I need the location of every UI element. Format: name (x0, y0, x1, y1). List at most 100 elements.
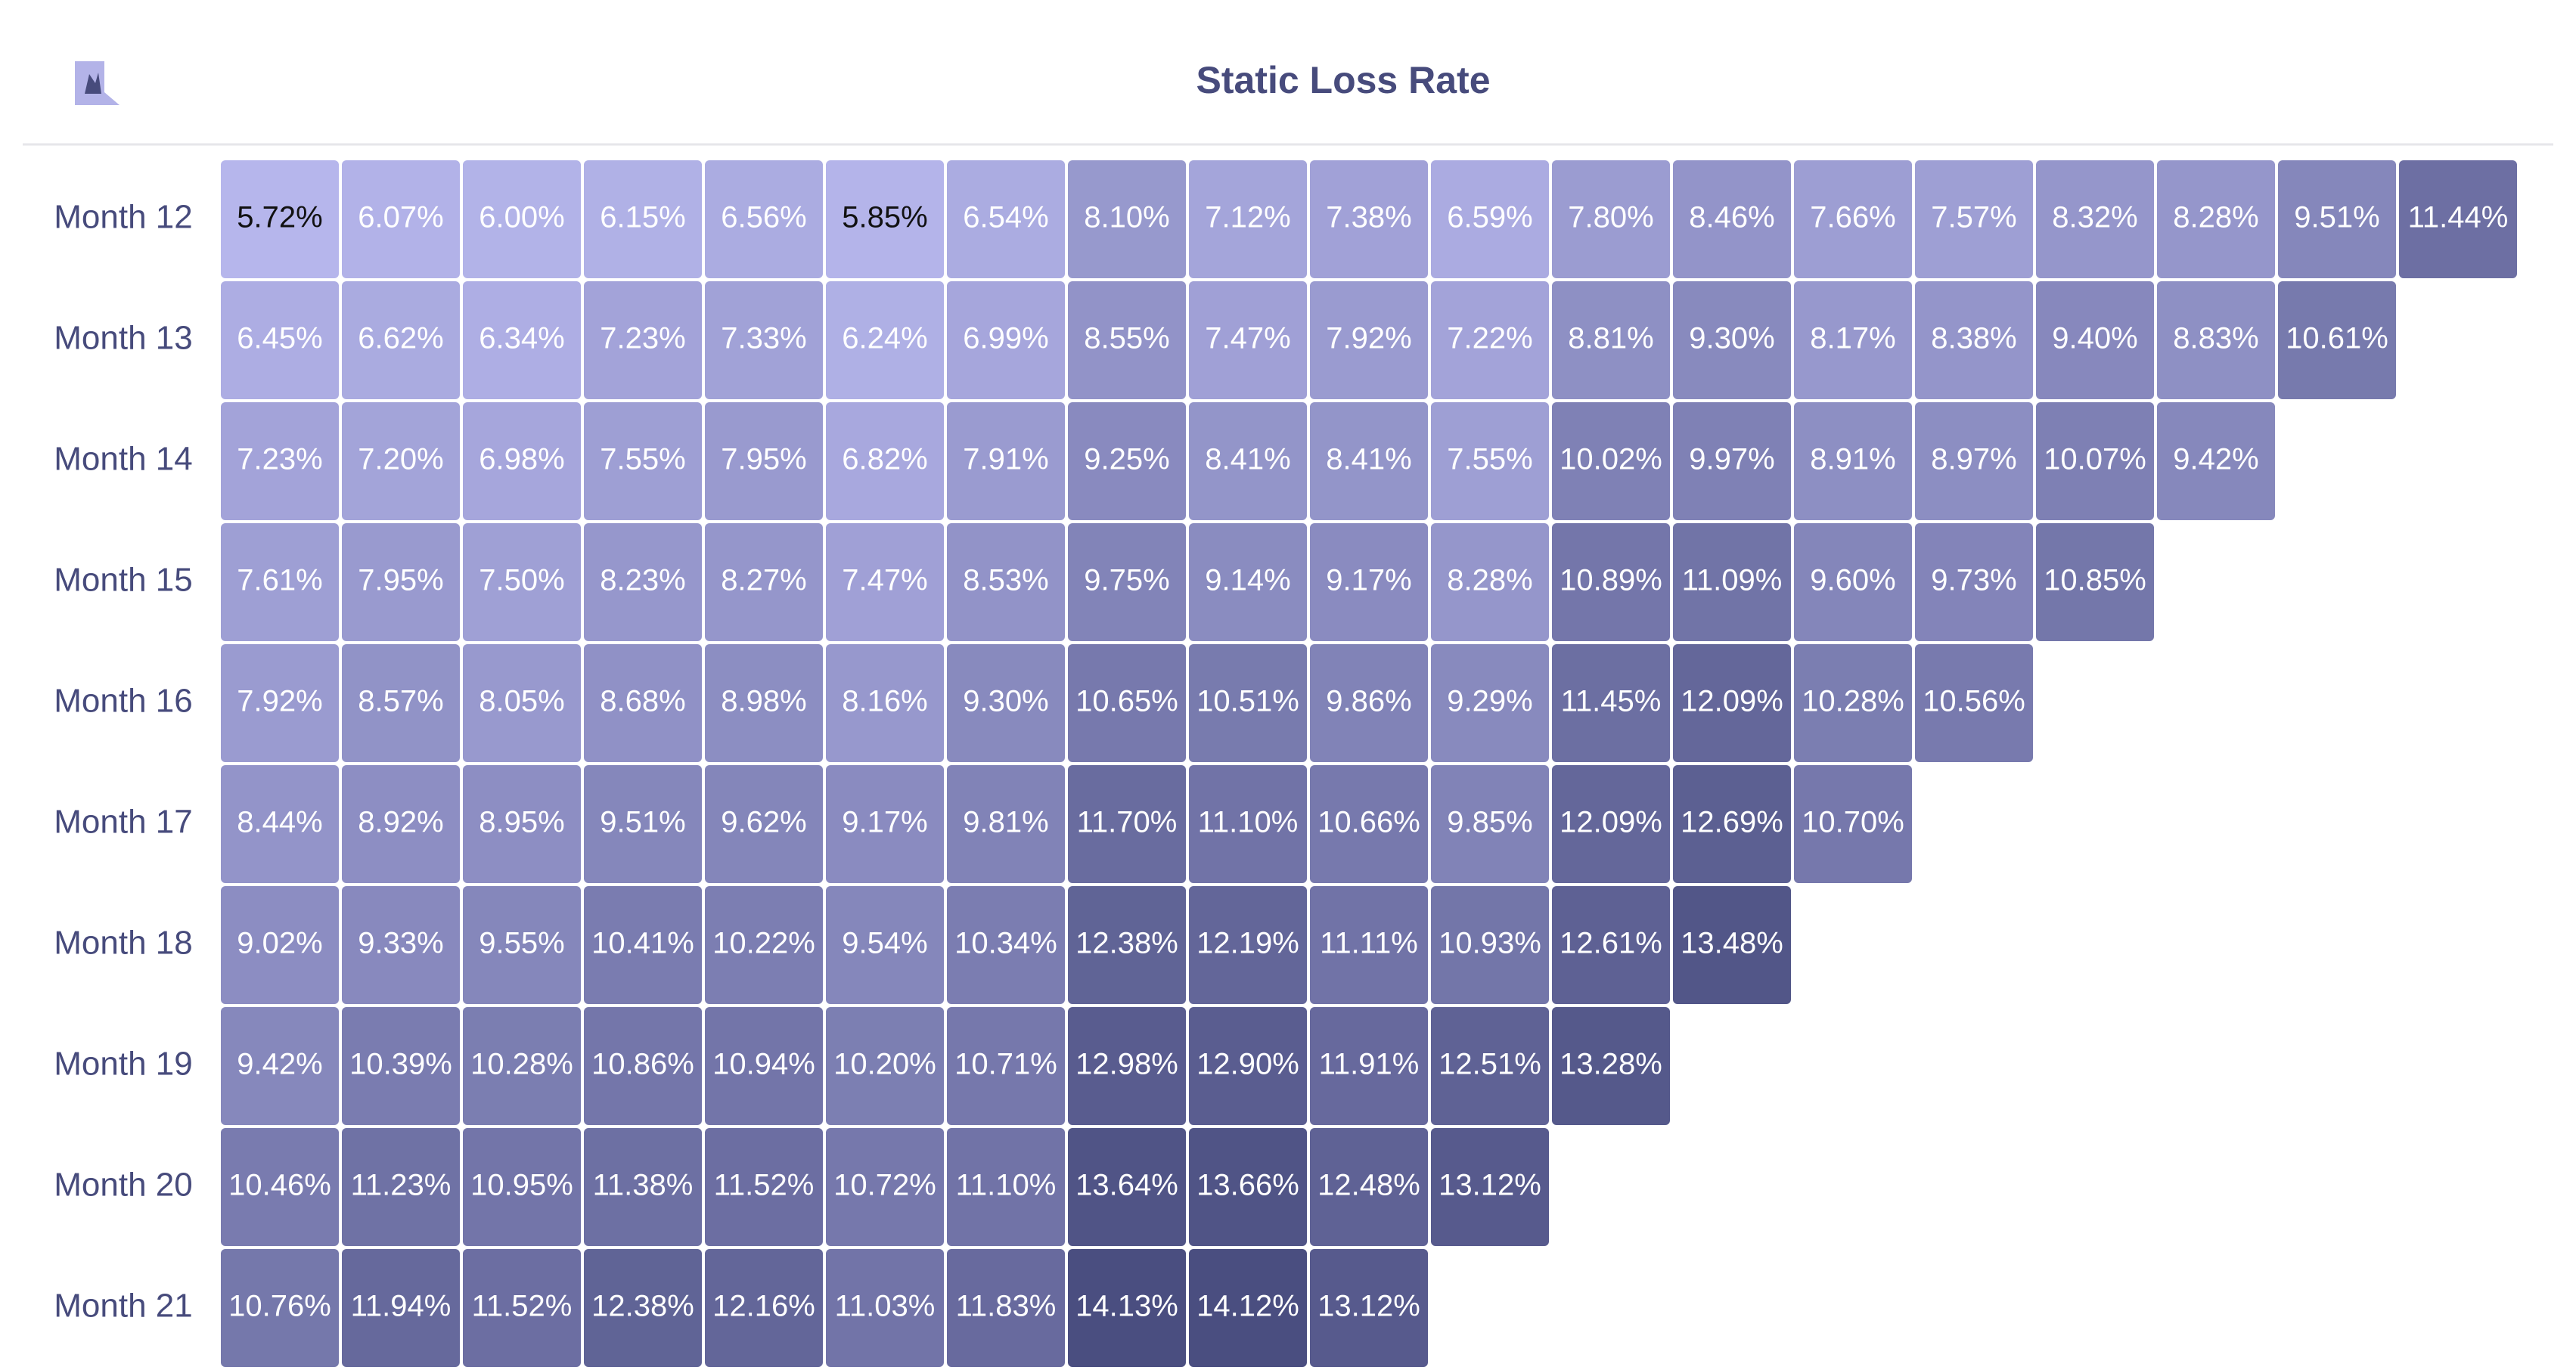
cell-label: 11.11% (1320, 927, 1418, 960)
cell-label: 9.86% (1326, 685, 1411, 718)
row-label: Month 13 (54, 320, 192, 357)
heatmap-cell (1068, 886, 1186, 1004)
heatmap-cell (1431, 765, 1549, 883)
cell-label: 7.92% (237, 685, 322, 718)
cell-label: 12.16% (712, 1290, 815, 1323)
cell-label: 9.60% (1810, 564, 1895, 597)
heatmap-cell (1431, 402, 1549, 520)
cell-label: 9.42% (237, 1048, 322, 1081)
cell-label: 10.71% (954, 1048, 1057, 1081)
heatmap-cell (342, 1007, 460, 1125)
cell-label: 10.28% (470, 1048, 573, 1081)
cell-label: 10.86% (591, 1048, 694, 1081)
cell-label: 6.99% (963, 322, 1048, 355)
cell-label: 9.17% (1326, 564, 1411, 597)
heatmap-cell (947, 886, 1065, 1004)
cell-label: 9.55% (479, 927, 564, 960)
cell-label: 12.51% (1439, 1048, 1541, 1081)
heatmap-cell (1431, 281, 1549, 399)
heatmap-cell (221, 1007, 339, 1125)
heatmap-cell (221, 402, 339, 520)
cell-label: 9.14% (1205, 564, 1290, 597)
heatmap-cell (705, 1128, 823, 1246)
cell-label: 10.51% (1196, 685, 1299, 718)
heatmap-cell (947, 765, 1065, 883)
cell-label: 7.80% (1568, 201, 1653, 234)
cell-label: 11.10% (956, 1169, 1057, 1202)
heatmap-cell (2036, 160, 2154, 278)
cell-label: 14.13% (1075, 1290, 1178, 1323)
heatmap-cell (1915, 160, 2033, 278)
cell-label: 9.75% (1084, 564, 1169, 597)
cell-label: 7.55% (600, 443, 685, 476)
heatmap-cell (826, 1249, 944, 1367)
heatmap-cell (463, 1007, 581, 1125)
cell-label: 5.72% (237, 201, 322, 234)
heatmap-cell (1310, 765, 1428, 883)
cell-label: 8.91% (1810, 443, 1895, 476)
heatmap-cell (1068, 1249, 1186, 1367)
heatmap-cell (1068, 1007, 1186, 1125)
cell-label: 10.46% (228, 1169, 331, 1202)
cell-label: 7.50% (479, 564, 564, 597)
heatmap-cell (1794, 402, 1912, 520)
cell-label: 10.41% (591, 927, 694, 960)
cell-label: 14.12% (1196, 1290, 1299, 1323)
heatmap-cell (584, 281, 702, 399)
cell-label: 13.12% (1317, 1290, 1420, 1323)
heatmap-cell (1552, 160, 1670, 278)
heatmap-cell (463, 402, 581, 520)
cell-label: 8.46% (1689, 201, 1774, 234)
cell-label: 11.38% (593, 1169, 694, 1202)
cell-label: 8.23% (600, 564, 685, 597)
heatmap-cell (947, 523, 1065, 641)
cell-label: 6.59% (1447, 201, 1532, 234)
cell-label: 9.17% (842, 806, 927, 839)
cell-label: 10.28% (1802, 685, 1904, 718)
heatmap-cell (826, 886, 944, 1004)
heatmap-cell (463, 523, 581, 641)
cell-label: 10.70% (1802, 806, 1904, 839)
cell-label: 8.32% (2052, 201, 2137, 234)
cell-label: 8.10% (1084, 201, 1169, 234)
cell-label: 9.02% (237, 927, 322, 960)
heatmap-cell (2399, 160, 2517, 278)
heatmap-cell (1431, 644, 1549, 762)
cell-label: 8.97% (1931, 443, 2016, 476)
heatmap-cell (705, 886, 823, 1004)
cell-label: 10.07% (2044, 443, 2146, 476)
cell-label: 11.44% (2408, 201, 2509, 234)
cell-label: 8.38% (1931, 322, 2016, 355)
heatmap-cell (1310, 644, 1428, 762)
heatmap-cell (1673, 281, 1791, 399)
heatmap-cell (342, 523, 460, 641)
heatmap-cell (1915, 523, 2033, 641)
heatmap-cell (584, 523, 702, 641)
cell-label: 7.55% (1447, 443, 1532, 476)
cell-label: 9.54% (842, 927, 927, 960)
heatmap-cell (221, 765, 339, 883)
heatmap-cell (826, 644, 944, 762)
heatmap-cell (1189, 402, 1307, 520)
heatmap-cell (2157, 402, 2275, 520)
heatmap-cell (342, 644, 460, 762)
heatmap-cell (342, 886, 460, 1004)
heatmap-cell (705, 765, 823, 883)
heatmap-cell (1068, 281, 1186, 399)
cell-label: 9.33% (358, 927, 443, 960)
heatmap-cell (705, 402, 823, 520)
logo-mark (85, 73, 101, 94)
cell-label: 8.28% (2173, 201, 2258, 234)
cell-label: 8.98% (721, 685, 806, 718)
cell-label: 10.39% (349, 1048, 452, 1081)
heatmap-cell (1431, 1128, 1549, 1246)
heatmap-cell (1431, 523, 1549, 641)
cell-label: 11.91% (1319, 1048, 1420, 1081)
heatmap-cell (1068, 765, 1186, 883)
cell-label: 11.03% (835, 1290, 936, 1323)
heatmap-cell (342, 160, 460, 278)
heatmap-cell (1552, 523, 1670, 641)
heatmap-cell (1189, 765, 1307, 883)
heatmap-cell (947, 644, 1065, 762)
